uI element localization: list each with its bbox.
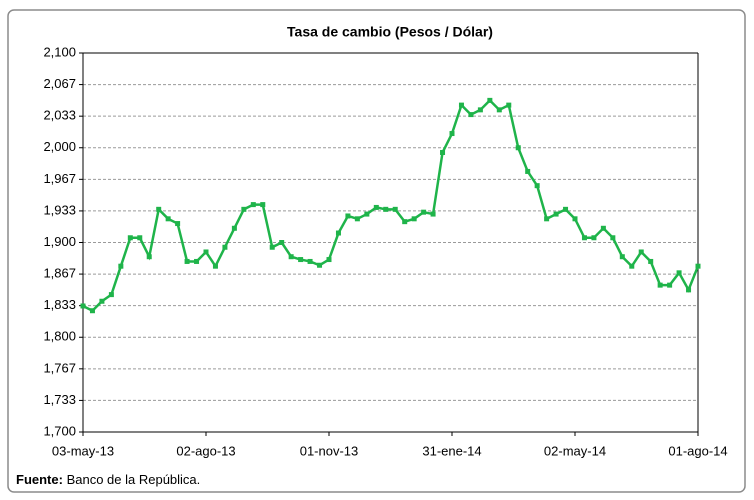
point xyxy=(373,204,379,210)
point xyxy=(326,257,332,263)
point xyxy=(89,308,95,314)
x-tick-label: 01-ago-14 xyxy=(668,443,727,458)
point xyxy=(279,240,285,245)
point xyxy=(411,216,417,222)
point xyxy=(449,131,455,137)
point xyxy=(515,145,521,151)
point xyxy=(175,221,181,227)
point xyxy=(146,254,152,260)
point xyxy=(477,107,483,113)
point xyxy=(686,287,692,293)
point xyxy=(222,244,228,250)
point xyxy=(676,270,682,276)
y-tick-label: 1,933 xyxy=(43,202,76,217)
point xyxy=(108,292,114,298)
y-tick-label: 1,767 xyxy=(43,360,76,375)
y-tick-label: 2,000 xyxy=(43,139,76,154)
point xyxy=(695,263,701,269)
point xyxy=(194,258,200,264)
point xyxy=(260,202,266,208)
point xyxy=(165,216,171,222)
point xyxy=(402,219,408,225)
y-tick-label: 1,900 xyxy=(43,234,76,249)
x-tick-label: 03-may-13 xyxy=(52,443,114,458)
point xyxy=(468,112,474,118)
x-tick-label: 02-may-14 xyxy=(544,443,606,458)
point xyxy=(534,183,540,189)
point xyxy=(421,209,427,215)
point xyxy=(525,168,531,174)
chart-title: Tasa de cambio (Pesos / Dólar) xyxy=(287,24,493,40)
point xyxy=(430,211,436,217)
point xyxy=(383,206,389,212)
y-tick-label: 2,100 xyxy=(43,44,76,59)
point xyxy=(487,97,493,103)
point xyxy=(591,235,597,241)
point xyxy=(99,298,105,304)
point xyxy=(203,249,209,255)
point xyxy=(156,206,162,212)
point xyxy=(638,249,644,255)
point xyxy=(648,258,654,264)
point xyxy=(231,225,237,231)
point xyxy=(269,244,275,250)
point xyxy=(629,263,635,269)
y-tick-label: 1,833 xyxy=(43,297,76,312)
point xyxy=(572,216,578,222)
point xyxy=(544,216,550,222)
x-tick-label: 01-nov-13 xyxy=(300,443,359,458)
point xyxy=(458,102,464,108)
point xyxy=(619,254,625,260)
point xyxy=(345,213,351,219)
point xyxy=(127,235,133,241)
point xyxy=(563,206,569,212)
point xyxy=(610,235,616,241)
point xyxy=(657,282,663,288)
y-tick-label: 1,700 xyxy=(43,423,76,438)
source-text: Banco de la República. xyxy=(67,472,201,487)
point xyxy=(212,263,218,269)
point xyxy=(317,262,323,268)
point xyxy=(137,235,143,241)
y-tick-label: 1,733 xyxy=(43,392,76,407)
point xyxy=(600,225,606,231)
point xyxy=(496,107,502,113)
point xyxy=(667,282,673,288)
point xyxy=(581,235,587,241)
point xyxy=(392,206,398,212)
point xyxy=(298,257,304,263)
y-tick-label: 1,800 xyxy=(43,329,76,344)
source-label: Fuente: xyxy=(16,472,63,487)
y-tick-label: 2,033 xyxy=(43,108,76,123)
source: Fuente: Banco de la República. xyxy=(16,472,200,487)
point xyxy=(184,258,190,264)
point xyxy=(307,258,313,264)
point xyxy=(335,230,341,236)
point xyxy=(80,303,86,309)
point xyxy=(250,202,256,208)
point xyxy=(440,149,446,155)
point xyxy=(364,211,370,217)
point xyxy=(354,216,360,222)
point xyxy=(506,102,512,108)
y-tick-label: 1,867 xyxy=(43,266,76,281)
point xyxy=(288,254,294,260)
point xyxy=(241,206,247,212)
x-tick-label: 02-ago-13 xyxy=(176,443,235,458)
point xyxy=(118,263,124,269)
point xyxy=(553,211,559,217)
y-tick-label: 2,067 xyxy=(43,76,76,91)
x-tick-label: 31-ene-14 xyxy=(422,443,481,458)
y-tick-label: 1,967 xyxy=(43,171,76,186)
